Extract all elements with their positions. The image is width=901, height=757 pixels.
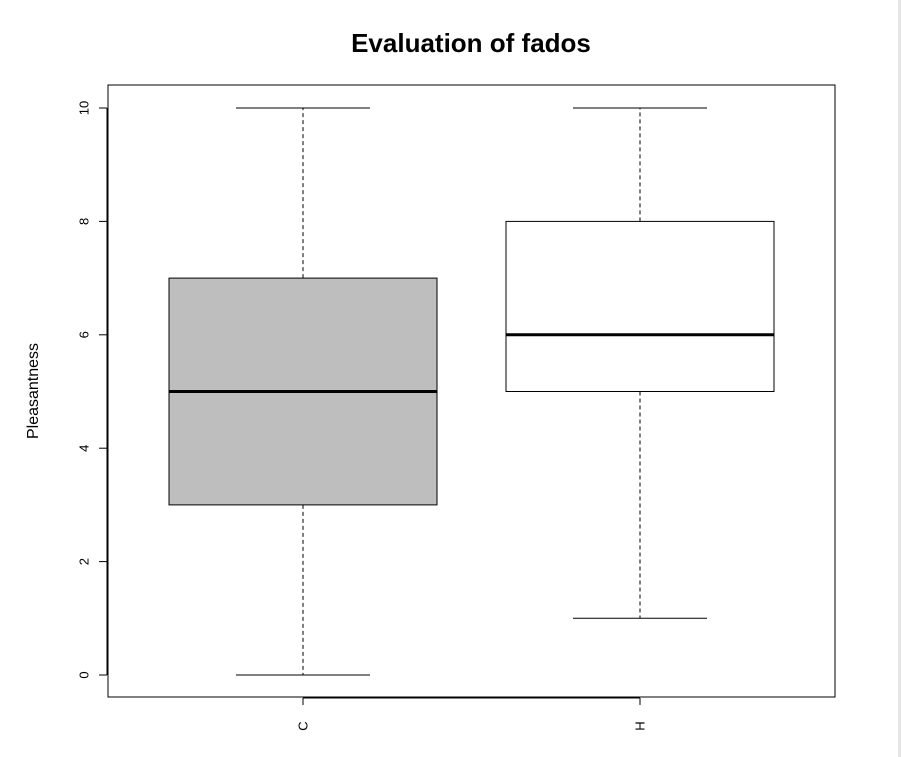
y-tick-label: 4 [77,445,92,452]
y-axis-label: Pleasantness [25,343,42,439]
y-tick-label: 8 [77,218,92,225]
box-h [505,107,775,619]
window-edge [898,0,901,757]
y-tick-label: 2 [77,558,92,565]
y-tick-label: 10 [77,101,92,115]
box-c [168,107,438,676]
x-tick-label: C [296,721,311,730]
boxes [168,107,775,676]
iqr-box [505,220,775,392]
chart-title: Evaluation of fados [351,28,591,58]
y-axis: 0 2 4 6 8 10 [77,101,108,679]
x-tick-label: H [633,721,648,730]
y-tick-label: 6 [77,331,92,338]
plot-frame [107,84,836,698]
y-tick-label: 0 [77,671,92,678]
